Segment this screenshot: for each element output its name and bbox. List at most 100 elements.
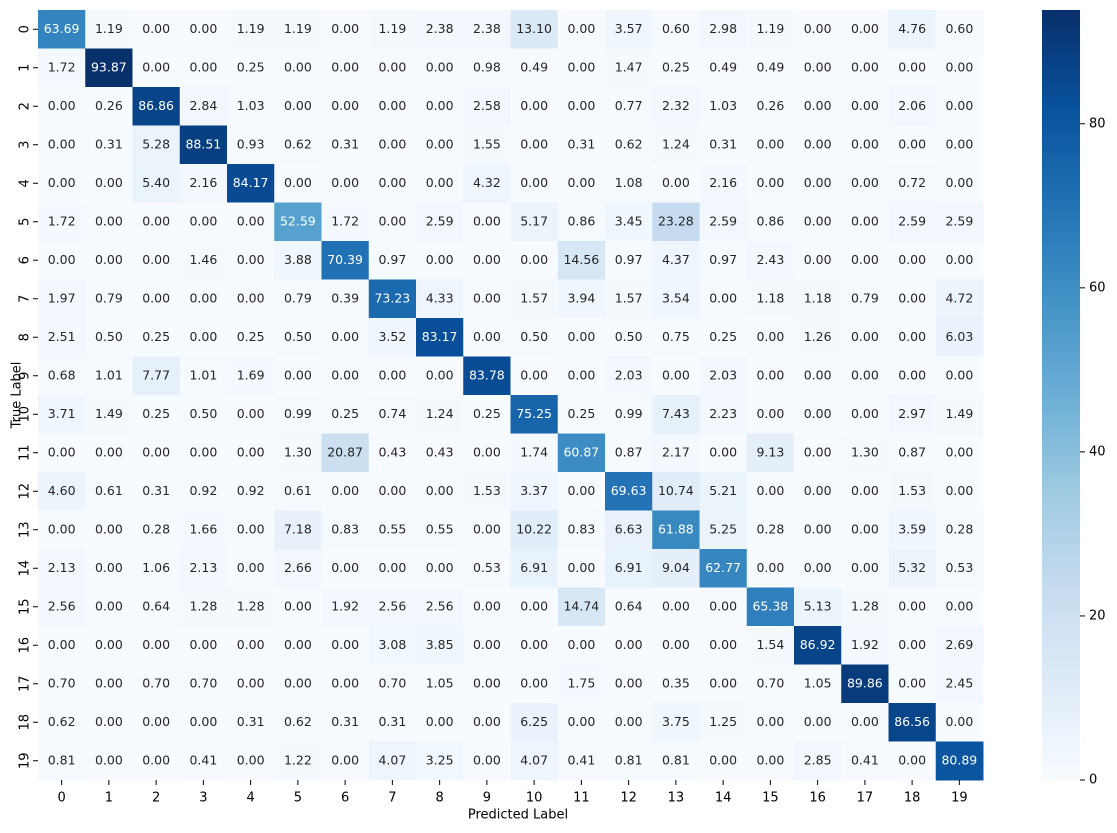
cell-value-label: 1.03 (237, 98, 265, 113)
cell-value-label: 0.70 (189, 675, 217, 690)
cell-value-label: 0.00 (426, 714, 454, 729)
cell-value-label: 65.38 (752, 598, 788, 613)
heatmap-cell (321, 395, 370, 434)
heatmap-cell (652, 510, 700, 550)
heatmap-cell (132, 125, 181, 165)
cell-value-label: 0.00 (898, 752, 926, 767)
cell-value-label: 6.25 (520, 714, 548, 729)
cell-value-label: 0.00 (284, 175, 312, 190)
heatmap-cell (85, 664, 133, 704)
heatmap-cell (85, 703, 133, 742)
cell-value-label: 0.00 (473, 752, 501, 767)
cell-value-label: 0.00 (567, 59, 595, 74)
cell-value-label: 2.32 (662, 98, 690, 113)
cell-value-label: 0.64 (142, 598, 170, 613)
heatmap-cell (274, 626, 322, 665)
heatmap-cell (368, 125, 417, 165)
heatmap-cell (888, 202, 937, 242)
cell-value-label: 0.00 (473, 252, 501, 267)
heatmap-cell (321, 433, 370, 473)
heatmap-cell (227, 356, 275, 396)
heatmap-cell (38, 279, 86, 319)
heatmap-cell (227, 10, 275, 49)
cell-value-label: 0.31 (95, 136, 123, 151)
cell-value-label: 70.39 (327, 252, 363, 267)
heatmap-cell (510, 202, 559, 242)
heatmap-cell (746, 395, 795, 434)
cell-value-label: 4.72 (945, 290, 973, 305)
cell-value-label: 0.00 (898, 637, 926, 652)
heatmap-cell (888, 741, 937, 781)
heatmap-cell (841, 510, 889, 550)
cell-value-label: 5.21 (709, 483, 737, 498)
heatmap-cell (935, 703, 984, 742)
heatmap-cell (321, 202, 370, 242)
cell-value-label: 0.70 (142, 675, 170, 690)
heatmap-cell (652, 703, 700, 742)
cell-value-label: 9.13 (756, 444, 784, 459)
heatmap-cell (841, 125, 889, 165)
cell-value-label: 1.30 (284, 444, 312, 459)
heatmap-cell (179, 10, 228, 49)
y-tick-label: 15 (18, 598, 33, 615)
cell-value-label: 0.00 (520, 637, 548, 652)
heatmap-cell (605, 164, 653, 203)
cell-value-label: 0.00 (473, 675, 501, 690)
heatmap-cell (463, 10, 511, 49)
heatmap-cell (368, 202, 417, 242)
heatmap-cell (841, 48, 889, 88)
heatmap-cell (463, 626, 511, 665)
cell-value-label: 0.00 (945, 598, 973, 613)
heatmap-cell (463, 741, 511, 781)
cell-value-label: 1.03 (709, 98, 737, 113)
heatmap-cell (888, 125, 937, 165)
heatmap-cell (935, 318, 984, 357)
cell-value-label: 5.25 (709, 521, 737, 536)
heatmap-cell (368, 703, 417, 742)
cell-value-label: 0.00 (520, 136, 548, 151)
cell-value-label: 1.92 (331, 598, 359, 613)
cell-value-label: 0.31 (237, 714, 265, 729)
cell-value-label: 0.00 (709, 675, 737, 690)
cell-value-label: 1.24 (426, 406, 454, 421)
heatmap-cell (85, 549, 133, 588)
cell-value-label: 0.25 (567, 406, 595, 421)
cell-value-label: 2.56 (48, 598, 76, 613)
heatmap-cell (368, 433, 417, 473)
heatmap-cell (38, 549, 86, 588)
heatmap-cell (510, 125, 559, 165)
cell-value-label: 0.00 (237, 521, 265, 536)
cell-value-label: 0.00 (945, 252, 973, 267)
heatmap-cell (321, 703, 370, 742)
heatmap-cell (557, 87, 606, 126)
cell-value-label: 0.00 (851, 483, 879, 498)
cell-value-label: 1.18 (804, 290, 832, 305)
cell-value-label: 0.00 (851, 406, 879, 421)
cell-value-label: 0.00 (95, 637, 123, 652)
y-tick-label: 14 (18, 560, 33, 577)
heatmap-cell (463, 279, 511, 319)
cell-value-label: 0.00 (95, 598, 123, 613)
cell-value-label: 2.58 (473, 98, 501, 113)
cell-value-label: 0.00 (95, 714, 123, 729)
cell-value-label: 0.00 (378, 136, 406, 151)
cell-value-label: 0.97 (615, 252, 643, 267)
cell-value-label: 52.59 (280, 213, 316, 228)
heatmap-cell (321, 318, 370, 357)
heatmap-cell (463, 241, 511, 280)
cell-value-label: 0.81 (48, 752, 76, 767)
heatmap-cell (888, 87, 937, 126)
heatmap-cell (841, 10, 889, 49)
heatmap-cell (605, 664, 653, 704)
heatmap-cell (510, 10, 559, 49)
heatmap-cell (368, 10, 417, 49)
heatmap-cell (179, 356, 228, 396)
heatmap-cell (510, 279, 559, 319)
cell-value-label: 0.43 (378, 444, 406, 459)
cell-value-label: 0.00 (426, 59, 454, 74)
cell-value-label: 0.62 (284, 136, 312, 151)
heatmap-cell (746, 356, 795, 396)
cell-value-label: 2.59 (709, 213, 737, 228)
heatmap-cell (274, 395, 322, 434)
cell-value-label: 0.00 (473, 598, 501, 613)
